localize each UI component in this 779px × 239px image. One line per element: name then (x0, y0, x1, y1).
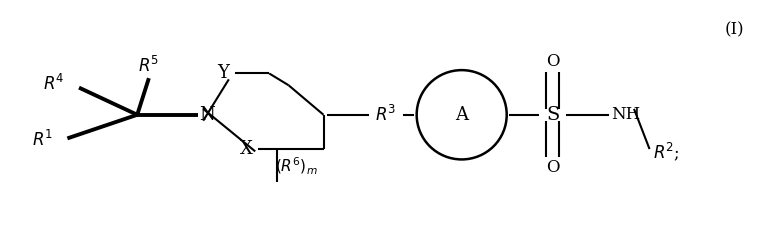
Text: X: X (239, 140, 252, 158)
Text: Y: Y (217, 65, 228, 82)
Text: $R^1$: $R^1$ (32, 130, 53, 150)
Text: A: A (455, 106, 468, 124)
Text: O: O (546, 159, 559, 176)
Text: NH: NH (612, 106, 641, 123)
Text: $(R^6)_m$: $(R^6)_m$ (275, 156, 318, 177)
Text: $R^4$: $R^4$ (44, 74, 65, 94)
Text: S: S (546, 106, 559, 124)
Text: $R^5$: $R^5$ (139, 56, 160, 76)
Text: (I): (I) (725, 21, 745, 38)
Text: $R^3$: $R^3$ (375, 105, 397, 125)
Text: $R^2$;: $R^2$; (654, 140, 680, 163)
Text: O: O (546, 53, 559, 70)
Text: N: N (199, 106, 215, 124)
